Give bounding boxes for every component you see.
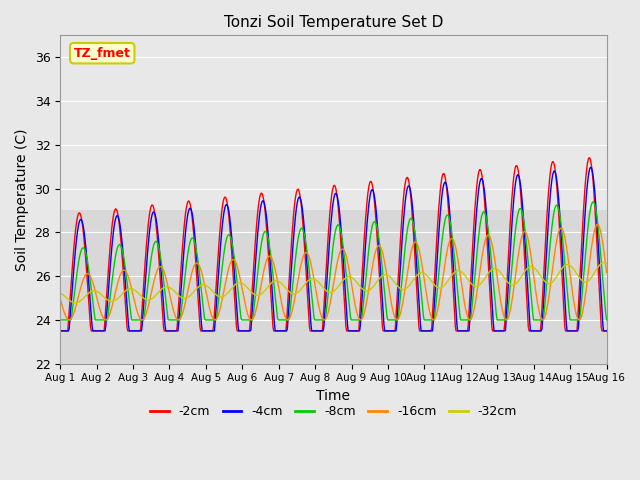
-4cm (122, 292, 130, 298)
-2cm (122, 314, 130, 320)
-32cm (600, 260, 608, 265)
-32cm (417, 270, 424, 276)
-32cm (66, 298, 74, 304)
-4cm (56, 328, 64, 334)
Line: -16cm: -16cm (60, 225, 607, 320)
-2cm (66, 297, 74, 302)
Legend: -2cm, -4cm, -8cm, -16cm, -32cm: -2cm, -4cm, -8cm, -16cm, -32cm (145, 400, 522, 423)
Line: -32cm: -32cm (60, 263, 607, 303)
-16cm (603, 270, 611, 276)
-32cm (603, 261, 611, 266)
-8cm (589, 199, 596, 205)
-16cm (66, 317, 74, 323)
Line: -2cm: -2cm (60, 158, 607, 331)
-8cm (603, 317, 611, 323)
-4cm (178, 277, 186, 283)
-4cm (416, 309, 424, 315)
-4cm (603, 328, 611, 334)
-16cm (178, 313, 186, 319)
-8cm (416, 274, 424, 279)
-4cm (587, 164, 595, 170)
Text: TZ_fmet: TZ_fmet (74, 47, 131, 60)
-2cm (56, 328, 64, 334)
-8cm (207, 317, 214, 323)
-4cm (400, 216, 408, 221)
-32cm (72, 300, 79, 306)
-16cm (416, 249, 424, 255)
-2cm (178, 254, 186, 260)
-2cm (603, 328, 611, 334)
-16cm (56, 296, 64, 301)
Y-axis label: Soil Temperature (C): Soil Temperature (C) (15, 128, 29, 271)
-2cm (207, 328, 214, 334)
-2cm (400, 193, 408, 199)
-16cm (539, 317, 547, 323)
Bar (60, 36, 607, 210)
Line: -4cm: -4cm (60, 167, 607, 331)
-2cm (585, 155, 593, 161)
-16cm (207, 310, 214, 315)
-16cm (594, 222, 602, 228)
-32cm (123, 287, 131, 293)
-32cm (56, 290, 64, 296)
-8cm (122, 272, 130, 278)
Line: -8cm: -8cm (60, 202, 607, 320)
-16cm (400, 295, 408, 300)
-32cm (207, 287, 215, 293)
-16cm (122, 269, 130, 275)
-4cm (207, 328, 214, 334)
Bar (60, 210, 607, 364)
-32cm (401, 287, 408, 292)
-8cm (400, 259, 408, 264)
-8cm (56, 317, 64, 323)
Title: Tonzi Soil Temperature Set D: Tonzi Soil Temperature Set D (223, 15, 443, 30)
-32cm (179, 295, 186, 301)
-8cm (178, 303, 186, 309)
-2cm (416, 328, 424, 334)
X-axis label: Time: Time (316, 389, 350, 403)
-4cm (66, 315, 74, 321)
-8cm (66, 317, 74, 323)
